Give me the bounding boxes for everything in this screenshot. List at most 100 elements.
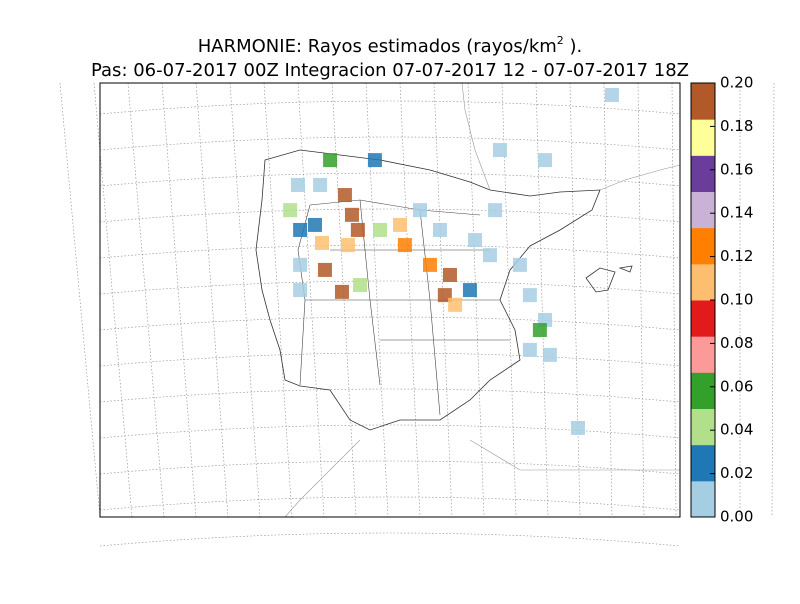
balearic-islands: [585, 265, 633, 293]
parallel: [99, 136, 681, 151]
colorbar-tick-label: 0.10: [720, 291, 753, 309]
meridian: [229, 82, 261, 518]
parallel: [99, 460, 681, 475]
colorbar-band: [691, 336, 715, 373]
colorbar-band: [691, 300, 715, 337]
parallel: [99, 208, 681, 223]
colorbar-band: [691, 155, 715, 192]
title-text: HARMONIE: Rayos estimados (rayos/km: [198, 36, 557, 57]
lightning-cell: [442, 267, 457, 282]
parallel: [99, 172, 681, 187]
parallel: [99, 388, 681, 403]
lightning-cell: [488, 203, 503, 218]
meridian: [501, 82, 517, 518]
lightning-cell: [307, 217, 322, 232]
lightning-cell: [350, 222, 365, 237]
parallel: [99, 280, 681, 295]
map-frame: [99, 82, 681, 518]
meridian: [127, 82, 165, 518]
colorbar-band: [691, 372, 715, 409]
colorbar-band: [691, 119, 715, 156]
lightning-cell: [290, 177, 305, 192]
colorbar-tick-label: 0.08: [720, 334, 753, 352]
lightning-cell: [313, 177, 328, 192]
meridian: [93, 82, 133, 518]
lightning-cell: [293, 222, 308, 237]
meridian: [637, 82, 645, 518]
other-coasts: [284, 82, 681, 518]
colorbar-band: [691, 408, 715, 446]
parallel: [99, 424, 681, 439]
lightning-cells: [283, 87, 619, 435]
lightning-cell: [334, 284, 349, 299]
lightning-cell: [314, 235, 329, 250]
iberia-coast: [255, 149, 601, 431]
colorbar-tick-label: 0.12: [720, 247, 753, 265]
colorbar-band: [691, 83, 715, 120]
lightning-cell: [293, 257, 308, 272]
lightning-cell: [532, 323, 547, 338]
subtitle: Pas: 06-07-2017 00Z Integracion 07-07-20…: [91, 60, 689, 81]
meridian: [671, 82, 677, 518]
colorbar-band: [691, 263, 715, 301]
lightning-cell: [448, 297, 463, 312]
colorbar-tick-label: 0.06: [720, 377, 753, 395]
lightning-cell: [340, 238, 355, 253]
meridian: [59, 82, 101, 518]
lightning-cell: [492, 143, 507, 158]
lightning-cell: [604, 87, 619, 102]
colorbar-tick-label: 0.02: [720, 464, 753, 482]
colorbar-tick-label: 0.20: [720, 74, 753, 92]
lightning-cell: [317, 262, 332, 277]
colorbar-band: [691, 444, 715, 482]
title-suffix: ).: [564, 36, 582, 57]
lightning-cell: [353, 278, 368, 293]
lightning-cell: [337, 188, 352, 203]
colorbar-band: [691, 191, 715, 229]
meridian: [771, 82, 775, 518]
colorbar-tick-label: 0.18: [720, 117, 753, 135]
title: HARMONIE: Rayos estimados (rayos/km2 ).: [198, 34, 583, 57]
meridian: [195, 82, 229, 518]
lightning-cell: [367, 153, 382, 168]
lightning-cell: [570, 420, 585, 435]
colorbar-tick-label: 0.16: [720, 160, 753, 178]
colorbar-tick-label: 0.14: [720, 204, 753, 222]
meridian: [263, 82, 293, 518]
parallel: [99, 496, 681, 511]
lightning-cell: [293, 283, 308, 298]
meridian: [603, 82, 613, 518]
lightning-cell: [522, 288, 537, 303]
lightning-cell: [462, 283, 477, 298]
lightning-cell: [373, 222, 388, 237]
lightning-cell: [542, 347, 557, 362]
lightning-cell: [393, 217, 408, 232]
colorbar: 0.00 0.02 0.04 0.06 0.08 0.10 0.12 0.14 0.16 0.18…: [690, 74, 753, 526]
lightning-cell: [468, 233, 483, 248]
meridian: [535, 82, 549, 518]
lightning-cell: [397, 238, 412, 253]
map-area: [59, 82, 775, 547]
colorbar-tick-label: 0.04: [720, 421, 753, 439]
lightning-cell: [283, 203, 298, 218]
meridian: [569, 82, 581, 518]
lightning-cell: [422, 257, 437, 272]
borders: [297, 199, 510, 416]
lightning-cell: [413, 203, 427, 218]
parallel: [99, 100, 681, 115]
parallel: [99, 532, 681, 547]
lightning-cell: [538, 153, 553, 168]
parallel: [99, 352, 681, 367]
colorbar-tick-label: 0.00: [720, 508, 753, 526]
lightning-cell: [522, 342, 537, 357]
parallel: [99, 244, 681, 259]
lightning-cell: [432, 222, 447, 237]
lightning-cell: [512, 257, 527, 272]
lightning-cell: [482, 248, 497, 263]
colorbar-band: [691, 480, 715, 518]
lightning-cell: [344, 207, 359, 222]
lightning-cell: [323, 153, 338, 168]
parallel: [99, 316, 681, 331]
title-superscript: 2: [557, 34, 564, 47]
